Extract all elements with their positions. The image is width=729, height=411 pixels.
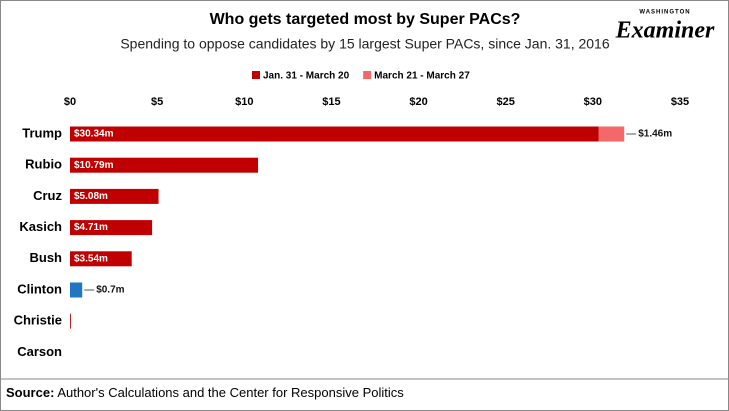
bar xyxy=(70,251,132,267)
source: Source: Author's Calculations and the Ce… xyxy=(6,385,404,400)
bar xyxy=(70,220,153,236)
legend-swatch xyxy=(252,71,260,79)
x-tick-label: $20 xyxy=(409,96,427,108)
y-tick-label: Christie xyxy=(14,313,62,328)
logo-name: Examiner xyxy=(615,18,715,44)
legend-label: March 21 - March 27 xyxy=(374,71,470,82)
y-tick-label: Trump xyxy=(22,125,62,140)
y-tick-label: Bush xyxy=(30,250,63,265)
data-label: $1.46m xyxy=(638,129,672,140)
bar xyxy=(70,126,599,142)
x-tick-label: $15 xyxy=(322,96,340,108)
bar xyxy=(70,282,83,298)
y-tick-label: Carson xyxy=(17,344,62,359)
logo-small: WASHINGTON xyxy=(639,10,690,16)
chart-subtitle: Spending to oppose candidates by 15 larg… xyxy=(120,36,610,52)
x-tick-label: $5 xyxy=(151,96,163,108)
x-tick-label: $35 xyxy=(671,96,689,108)
bar xyxy=(598,126,625,142)
data-label: $5.08m xyxy=(74,191,108,202)
x-tick-label: $30 xyxy=(584,96,602,108)
data-label: $3.54m xyxy=(74,253,108,264)
legend-swatch xyxy=(363,71,372,79)
data-label: $30.34m xyxy=(74,129,114,140)
source-label: Source: xyxy=(6,385,54,400)
legend-label: Jan. 31 - March 20 xyxy=(263,71,350,82)
y-tick-label: Kasich xyxy=(19,219,62,234)
source-text: Author's Calculations and the Center for… xyxy=(57,385,404,400)
y-tick-label: Rubio xyxy=(25,157,62,172)
chart-title: Who gets targeted most by Super PACs? xyxy=(210,11,521,28)
bar xyxy=(70,157,259,173)
bar xyxy=(70,188,159,204)
y-tick-label: Cruz xyxy=(33,188,62,203)
x-tick-label: $0 xyxy=(64,96,76,108)
y-tick-label: Clinton xyxy=(17,281,62,296)
x-tick-label: $25 xyxy=(497,96,515,108)
data-label: $0.7m xyxy=(96,285,124,296)
bar xyxy=(70,313,71,329)
data-label: $10.79m xyxy=(74,160,114,171)
x-tick-label: $10 xyxy=(235,96,253,108)
data-label: $4.71m xyxy=(74,222,108,233)
